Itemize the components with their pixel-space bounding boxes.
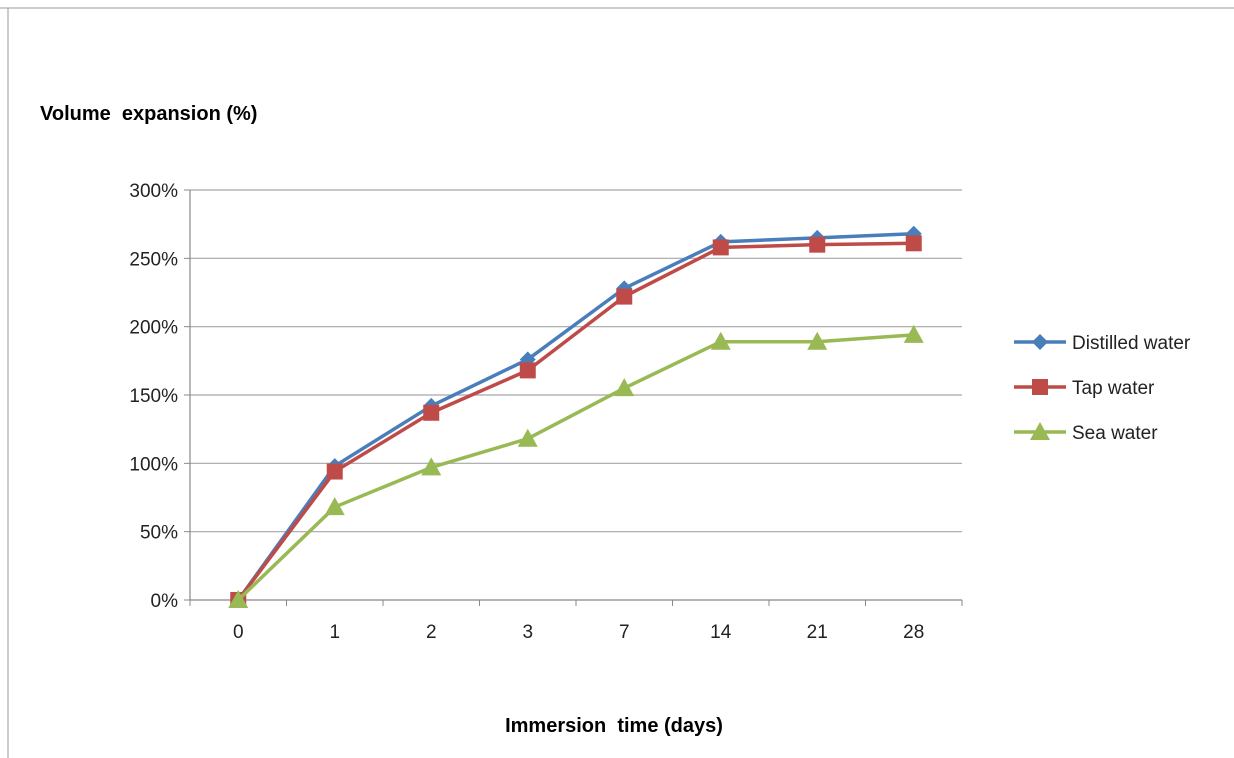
data-point-tap-water	[616, 288, 633, 305]
data-point-tap-water	[809, 236, 826, 253]
legend-item-tap-water: Tap water	[1014, 378, 1155, 399]
x-tick-label: 0	[233, 622, 244, 643]
legend-label: Sea water	[1072, 423, 1158, 444]
data-point-sea-water	[517, 428, 538, 447]
data-point-tap-water	[905, 235, 922, 252]
legend-item-distilled-water: Distilled water	[1014, 333, 1191, 354]
series-tap-water	[230, 235, 922, 608]
series-line-sea-water	[237, 333, 914, 602]
x-axis-title: Immersion time (days)	[505, 715, 723, 737]
data-point-sea-water	[228, 590, 249, 608]
y-tick-label: 200%	[129, 318, 178, 339]
x-tick-label: 3	[522, 622, 533, 643]
axes	[184, 189, 963, 606]
y-tick-label: 100%	[129, 454, 178, 475]
gridlines	[190, 189, 962, 533]
x-tick-label: 28	[903, 622, 924, 643]
data-point-sea-water	[421, 457, 442, 476]
data-point-tap-water	[712, 239, 729, 256]
x-tick-label: 1	[329, 622, 340, 643]
legend: Distilled water Tap water Sea water	[1014, 333, 1191, 444]
y-tick-labels: 0% 50% 100% 150% 200% 250% 300%	[129, 181, 178, 612]
legend-marker	[1030, 422, 1050, 440]
y-tick-label: 150%	[129, 386, 178, 407]
legend-label: Distilled water	[1072, 333, 1191, 354]
series-layer	[228, 225, 924, 608]
data-point-tap-water	[326, 463, 343, 480]
legend-marker	[1032, 334, 1048, 350]
y-tick-label: 250%	[129, 249, 178, 270]
data-point-sea-water	[324, 497, 345, 516]
series-line-distilled-water	[236, 231, 914, 602]
data-point-sea-water	[903, 324, 924, 343]
data-point-tap-water	[519, 362, 536, 379]
y-axis-title: Volume expansion (%)	[40, 103, 257, 125]
legend-marker	[1032, 379, 1048, 395]
x-tick-label: 14	[710, 622, 732, 643]
data-point-sea-water	[710, 331, 731, 350]
x-tick-labels: 0 1 2 3 7 14 21 28	[233, 622, 924, 643]
legend-label: Tap water	[1072, 378, 1155, 399]
y-tick-label: 300%	[129, 181, 178, 202]
x-tick-label: 21	[807, 622, 828, 643]
series-distilled-water	[230, 225, 922, 608]
y-tick-label: 0%	[151, 591, 179, 612]
legend-item-sea-water: Sea water	[1014, 422, 1158, 444]
data-point-sea-water	[614, 378, 635, 397]
series-line-tap-water	[236, 241, 914, 602]
y-tick-label: 50%	[140, 523, 178, 544]
data-point-tap-water	[423, 404, 440, 421]
x-tick-label: 2	[426, 622, 437, 643]
x-tick-label: 7	[619, 622, 630, 643]
series-sea-water	[228, 324, 924, 608]
data-point-sea-water	[807, 331, 828, 350]
